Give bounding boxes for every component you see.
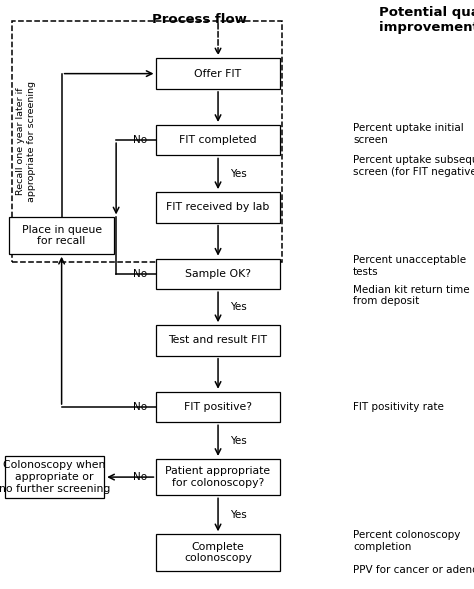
Text: Yes: Yes xyxy=(230,169,246,178)
Text: Yes: Yes xyxy=(230,302,246,312)
Text: Percent colonoscopy
completion: Percent colonoscopy completion xyxy=(353,530,461,551)
Text: Offer FIT: Offer FIT xyxy=(194,69,242,78)
Text: Sample OK?: Sample OK? xyxy=(185,269,251,279)
FancyBboxPatch shape xyxy=(156,325,280,356)
Text: Process flow: Process flow xyxy=(152,13,246,26)
Text: No: No xyxy=(133,472,147,482)
Text: Patient appropriate
for colonoscopy?: Patient appropriate for colonoscopy? xyxy=(165,466,271,488)
FancyBboxPatch shape xyxy=(156,259,280,289)
Text: Percent uptake subsequent
screen (for FIT negative): Percent uptake subsequent screen (for FI… xyxy=(353,155,474,177)
Text: FIT positivity rate: FIT positivity rate xyxy=(353,402,444,412)
Text: Place in queue
for recall: Place in queue for recall xyxy=(21,225,102,246)
Text: Percent uptake initial
screen: Percent uptake initial screen xyxy=(353,124,464,145)
Text: Colonoscopy when
appropriate or
no further screening: Colonoscopy when appropriate or no furth… xyxy=(0,461,110,494)
FancyBboxPatch shape xyxy=(156,125,280,155)
FancyBboxPatch shape xyxy=(5,456,104,498)
Text: Yes: Yes xyxy=(230,510,246,519)
Text: Percent unacceptable
tests: Percent unacceptable tests xyxy=(353,256,466,277)
Text: No: No xyxy=(133,135,147,145)
FancyBboxPatch shape xyxy=(156,459,280,495)
Text: Test and result FIT: Test and result FIT xyxy=(169,336,267,345)
Text: Median kit return time
from deposit: Median kit return time from deposit xyxy=(353,285,470,306)
Text: Yes: Yes xyxy=(230,436,246,445)
Text: Recall one year later if
appropriate for screening: Recall one year later if appropriate for… xyxy=(17,81,36,202)
FancyBboxPatch shape xyxy=(156,58,280,89)
Bar xyxy=(12,21,282,262)
Text: No: No xyxy=(133,402,147,412)
Text: PPV for cancer or adenoma: PPV for cancer or adenoma xyxy=(353,565,474,574)
Text: FIT positive?: FIT positive? xyxy=(184,402,252,412)
FancyBboxPatch shape xyxy=(9,217,114,254)
Text: FIT completed: FIT completed xyxy=(179,135,257,145)
Text: No: No xyxy=(133,269,147,279)
FancyBboxPatch shape xyxy=(156,392,280,422)
Text: Complete
colonoscopy: Complete colonoscopy xyxy=(184,542,252,563)
Text: Potential quality
improvement measures: Potential quality improvement measures xyxy=(379,6,474,34)
FancyBboxPatch shape xyxy=(156,534,280,571)
Text: FIT received by lab: FIT received by lab xyxy=(166,203,270,212)
FancyBboxPatch shape xyxy=(156,192,280,223)
